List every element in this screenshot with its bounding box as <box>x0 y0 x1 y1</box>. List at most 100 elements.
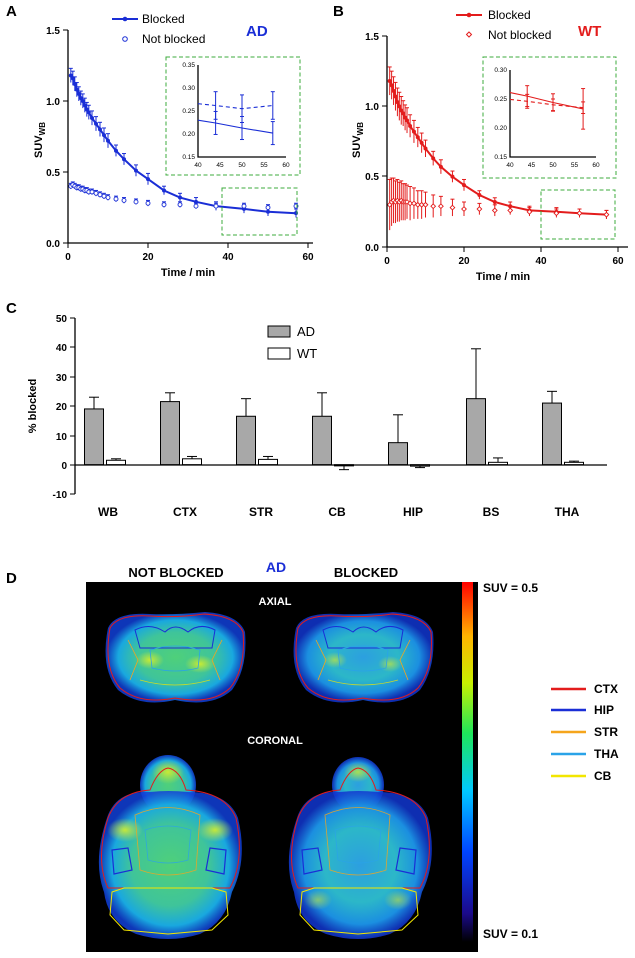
not-blocked-point <box>213 203 219 209</box>
a-inset-axes <box>197 65 286 158</box>
blocked-point <box>477 192 482 197</box>
c-cat-3: CB <box>328 505 346 519</box>
a-inset-xtick-2: 50 <box>238 162 246 169</box>
b-zoom-region <box>540 189 616 240</box>
b-inset-ytick-3: 0.30 <box>494 67 507 74</box>
blocked-point <box>72 81 77 86</box>
blocked-point <box>411 129 416 134</box>
c-ytick-0: -10 <box>53 490 68 501</box>
c-ytick-6: 50 <box>56 314 68 325</box>
a-xtick-3: 60 <box>302 252 314 263</box>
not-blocked-point <box>576 210 583 217</box>
a-ytick-2: 1.0 <box>46 97 60 108</box>
blocked-point <box>134 168 138 173</box>
d-coronal-blocked-scan <box>288 757 432 939</box>
blocked-point <box>391 88 396 93</box>
not-blocked-point <box>461 206 467 212</box>
a-xtick-2: 40 <box>222 252 234 263</box>
not-blocked-point <box>526 208 533 215</box>
a-inset-xtick-1: 45 <box>216 162 224 169</box>
blocked-point <box>84 107 89 112</box>
d-axial-blocked-scan <box>293 612 434 703</box>
blocked-point <box>122 157 126 162</box>
blocked-point <box>266 209 270 214</box>
a-ytick-3: 1.5 <box>46 26 60 37</box>
a-xtick-1: 20 <box>142 252 154 263</box>
blocked-point <box>423 146 428 151</box>
b-inset-xtick-1: 45 <box>528 162 536 169</box>
panel-a-x-ticks: 0 20 40 60 <box>65 243 314 263</box>
b-x-axis-label: Time / min <box>476 271 530 283</box>
c-ytick-4: 30 <box>56 373 68 384</box>
blocked-point <box>387 79 392 84</box>
a-legend-notblocked-marker <box>122 36 128 42</box>
bar-wt <box>564 461 584 466</box>
b-legend-notblocked-marker <box>465 31 473 38</box>
blocked-point <box>86 110 91 115</box>
d-legend-ctx: CTX <box>594 682 618 696</box>
d-col-blocked: BLOCKED <box>334 565 398 580</box>
not-blocked-point <box>422 201 429 208</box>
panel-a-legend: Blocked Not blocked <box>112 12 205 46</box>
d-scale-max: SUV = 0.5 <box>483 581 538 595</box>
b-xtick-1: 20 <box>458 256 470 267</box>
not-blocked-point <box>449 204 456 211</box>
not-blocked-point <box>553 210 560 217</box>
blocked-point <box>76 91 81 96</box>
panel-label-a: A <box>6 3 17 20</box>
a-legend-notblocked: Not blocked <box>142 32 205 46</box>
c-cat-2: STR <box>249 505 273 519</box>
a-inset-ytick-1: 0.20 <box>182 131 195 138</box>
blocked-point <box>90 116 94 121</box>
bar-wt <box>106 459 126 466</box>
panel-b-legend: Blocked Not blocked <box>456 8 551 42</box>
a-title: AD <box>246 23 268 40</box>
b-ytick-2: 1.0 <box>365 102 379 113</box>
panel-a-data-marks <box>68 67 299 218</box>
d-legend-tha: THA <box>594 747 619 761</box>
blocked-point <box>399 108 404 113</box>
panel-c-categories: WB CTX STR CB HIP BS THA <box>98 505 580 519</box>
a-inset-box <box>165 56 301 176</box>
a-x-axis-label: Time / min <box>161 267 215 279</box>
b-ytick-3: 1.5 <box>365 32 379 43</box>
not-blocked-point <box>507 207 514 214</box>
blocked-point <box>415 135 420 140</box>
not-blocked-point <box>89 189 95 195</box>
a-ytick-1: 0.5 <box>46 168 60 179</box>
blocked-point <box>146 177 150 182</box>
c-ytick-2: 10 <box>56 432 68 443</box>
not-blocked-point <box>241 203 247 209</box>
blocked-point <box>389 83 394 88</box>
blocked-point <box>462 183 466 188</box>
bar-ad <box>160 401 180 466</box>
a-inset-ytick-4: 0.35 <box>182 62 195 69</box>
blocked-point <box>78 96 83 101</box>
d-group-label: AD <box>266 559 286 575</box>
a-legend-blocked-marker <box>122 16 128 22</box>
c-ytick-1: 0 <box>61 461 67 472</box>
bar-ad <box>388 442 408 466</box>
not-blocked-point <box>193 203 199 209</box>
not-blocked-point <box>404 199 410 205</box>
b-inset-xtick-0: 40 <box>506 162 514 169</box>
not-blocked-point <box>145 200 151 206</box>
b-legend-notblocked: Not blocked <box>488 28 551 42</box>
not-blocked-point <box>97 192 103 198</box>
inset-blocked-line <box>197 119 273 134</box>
a-legend-blocked: Blocked <box>142 12 185 26</box>
panel-c: C -10 0 10 20 30 40 50 % blocked AD WT W… <box>6 300 607 519</box>
blocked-point <box>162 188 166 193</box>
not-blocked-point <box>101 193 107 199</box>
b-title: WT <box>578 23 601 40</box>
d-color-scale-bar <box>462 582 473 942</box>
a-xtick-0: 0 <box>65 252 71 263</box>
c-legend-wt: WT <box>297 346 317 361</box>
blocked-point <box>102 133 106 138</box>
c-cat-0: WB <box>98 505 118 519</box>
not-blocked-point <box>430 203 437 210</box>
not-blocked-point <box>418 201 425 208</box>
blocked-point <box>405 118 410 123</box>
blocked-point <box>408 124 413 129</box>
blocked-point <box>106 138 110 143</box>
